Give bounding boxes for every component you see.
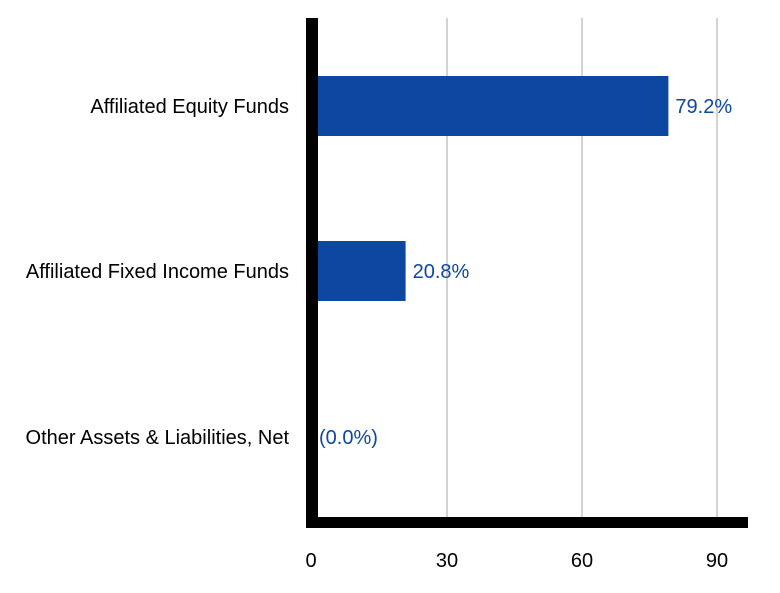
x-tick-label-30: 30 [436, 550, 458, 572]
labels: 79.2% Affiliated Equity Funds 20.8% Affilia… [26, 96, 733, 572]
x-tick-label-90: 90 [706, 550, 728, 572]
value-label-1: 79.2% [675, 96, 732, 118]
bar-2 [312, 241, 406, 301]
bar-1 [312, 76, 669, 136]
category-label-2: Affiliated Fixed Income Funds [26, 261, 289, 283]
y-axis-line [306, 18, 318, 528]
x-tick-label-60: 60 [571, 550, 593, 572]
axes [306, 18, 748, 528]
bars [312, 76, 669, 301]
category-label-3: Other Assets & Liabilities, Net [26, 427, 290, 449]
value-label-3: (0.0%) [319, 427, 378, 449]
x-axis-line [306, 517, 748, 528]
category-label-1: Affiliated Equity Funds [90, 96, 289, 118]
x-tick-label-0: 0 [305, 550, 316, 572]
value-label-2: 20.8% [413, 261, 470, 283]
